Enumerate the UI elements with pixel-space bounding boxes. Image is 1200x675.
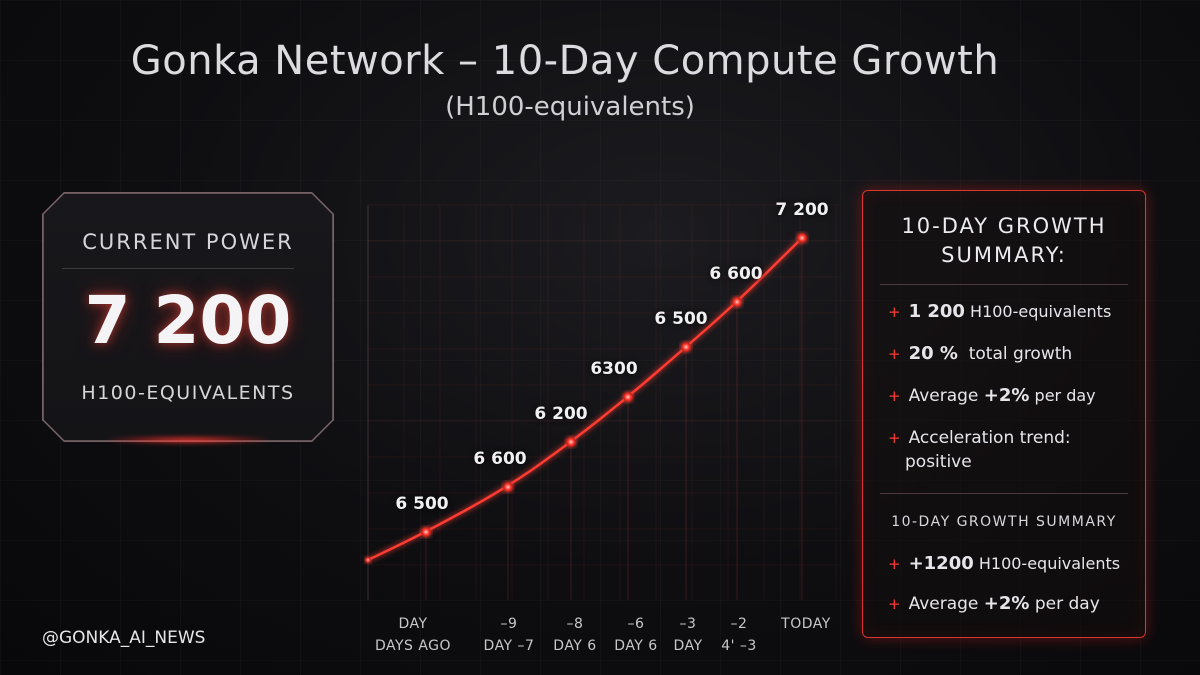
chart-drop-lines	[425, 238, 803, 600]
x-tick-label-line: –3	[679, 616, 697, 632]
x-tick-label: TODAY	[761, 613, 851, 657]
x-tick-label-line: DAY	[398, 616, 428, 632]
x-tick-label-line: TODAY	[781, 616, 831, 632]
summary-sub-item-amount: + +1200 H100-equivalents	[888, 552, 1138, 576]
summary-item-trend-value: positive	[905, 452, 972, 472]
chart-points	[365, 233, 807, 563]
summary-item-value: 20 %	[908, 343, 958, 364]
summary-item-value: +2%	[983, 385, 1030, 406]
summary-item-trend: + Acceleration trend: positive	[888, 426, 1138, 474]
current-power-label: CURRENT POWER	[82, 230, 294, 254]
summary-item-growth-amount: +1 200 H100-equivalents	[888, 300, 1138, 324]
growth-summary-panel	[862, 190, 1146, 638]
point-value-label: 7 200	[775, 200, 829, 220]
data-point	[566, 437, 576, 447]
x-tick-label: –6 DAY 6	[591, 613, 681, 657]
x-tick-label-line: 4' –3	[721, 638, 757, 654]
x-tick-label-line: –6	[627, 616, 645, 632]
x-tick-label-line: –8	[566, 616, 584, 632]
data-point	[732, 297, 742, 307]
point-value-label: 6 200	[534, 404, 588, 424]
summary-title-line1: 10-DAY GROWTH	[901, 214, 1107, 238]
summary-subtitle: 10-DAY GROWTH SUMMARY	[891, 514, 1117, 530]
summary-item-total-growth: +20 % total growth	[888, 342, 1138, 366]
summary-item-text: H100-equivalents	[964, 302, 1112, 321]
data-point	[421, 527, 431, 537]
x-tick-label-line: –9	[500, 616, 518, 632]
current-power-card-frame	[42, 192, 334, 442]
summary-item-text: per day	[1029, 594, 1100, 614]
chart-grid	[367, 204, 840, 600]
point-value-label: 6 500	[395, 494, 449, 514]
point-value-label: 6 600	[709, 264, 763, 284]
page-subtitle: (H100-equivalents)	[445, 92, 695, 122]
summary-item-text: H100-equivalents	[973, 554, 1121, 573]
page-title: Gonka Network – 10-Day Compute Growth	[130, 38, 1000, 84]
data-point	[797, 233, 807, 243]
current-power-unit: H100-EQUIVALENTS	[81, 382, 295, 404]
x-tick-label: –9 DAY –7	[464, 613, 554, 657]
summary-item-prefix: Average	[908, 594, 984, 614]
summary-divider-bottom	[880, 493, 1128, 494]
plus-icon: +	[888, 387, 901, 405]
x-tick-label-line: DAY –7	[483, 638, 535, 654]
x-tick-label: –3 DAY	[643, 613, 733, 657]
x-tick-label-line: –2	[730, 616, 748, 632]
summary-item-value: 1 200	[908, 301, 965, 322]
summary-title-line2: SUMMARY:	[941, 243, 1067, 267]
point-value-label: 6 500	[654, 309, 708, 329]
summary-divider-top	[880, 284, 1128, 285]
social-handle: @GONKA_AI_NEWS	[42, 628, 206, 648]
x-tick-label-line	[761, 635, 851, 657]
summary-item-text: total growth	[957, 344, 1073, 364]
x-tick-label-line: DAYS AGO	[374, 638, 452, 654]
data-point	[681, 342, 691, 352]
summary-item-value: +2%	[983, 593, 1030, 614]
x-tick-label: –2 4' –3	[694, 613, 784, 657]
plus-icon: +	[888, 429, 901, 447]
x-tick-label-line: DAY 6	[553, 638, 597, 654]
data-point	[623, 392, 633, 402]
summary-sub-item-average: + Average +2% per day	[888, 592, 1138, 616]
summary-item-prefix: Average	[908, 386, 984, 406]
summary-item-average: + Average +2% per day	[888, 384, 1138, 408]
data-point	[365, 557, 371, 563]
current-power-value: 7 200	[84, 282, 292, 359]
data-point	[503, 482, 513, 492]
plus-icon: +	[888, 303, 901, 321]
plus-icon: +	[888, 555, 901, 573]
summary-item-text: per day	[1029, 386, 1096, 405]
plus-icon: +	[888, 595, 901, 613]
x-tick-label: DAY DAYS AGO	[368, 613, 458, 657]
point-value-label: 6 600	[473, 449, 527, 469]
point-value-label: 6300	[590, 359, 638, 379]
plus-icon: +	[888, 345, 901, 363]
x-tick-label-line: DAY 6	[614, 638, 658, 654]
summary-title: 10-DAY GROWTH SUMMARY:	[862, 212, 1146, 270]
x-tick-label: –8 DAY 6	[530, 613, 620, 657]
power-card-glow	[108, 436, 268, 444]
summary-item-value: +1200	[908, 553, 974, 574]
x-tick-label-line: DAY	[673, 638, 703, 654]
power-card-divider	[62, 268, 294, 269]
summary-item-prefix: Acceleration trend:	[908, 428, 1071, 448]
